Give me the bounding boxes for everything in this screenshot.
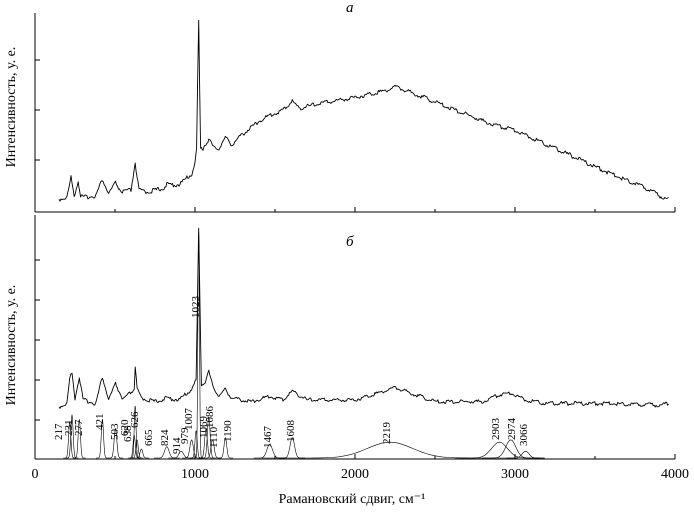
x-tick-label: 1000 <box>181 467 209 482</box>
peak-label: 2974 <box>506 418 518 441</box>
fitted-peak <box>107 427 124 459</box>
peak-label: 217 <box>53 423 65 440</box>
fitted-peak <box>506 450 545 459</box>
x-axis-label: Рамановский сдвиг, см⁻¹ <box>279 492 426 507</box>
peak-label: 824 <box>159 429 171 446</box>
panel-a-label: а <box>346 0 354 16</box>
panel-a: а Интенсивность, у. е. <box>4 0 676 213</box>
panel-b-x-ticks <box>34 454 676 459</box>
fitted-peak <box>130 439 144 459</box>
panel-b-spectrum-line <box>58 227 669 409</box>
peak-label: 421 <box>94 414 106 431</box>
panel-b-ylabel: Интенсивность, у. е. <box>4 285 19 406</box>
x-tick-label: 0 <box>32 467 39 482</box>
peak-label: 231 <box>63 420 75 437</box>
peak-label: 1190 <box>222 420 234 442</box>
peak-label: 620 <box>119 419 131 436</box>
peak-label: 2219 <box>381 422 393 445</box>
x-tick-labels: 0 1000 2000 3000 4000 <box>32 467 690 482</box>
panel-a-spectrum-line <box>58 19 669 202</box>
panel-a-x-ticks <box>34 207 676 212</box>
panel-b-fitted-peaks <box>63 231 545 459</box>
x-tick-label: 3000 <box>501 467 529 482</box>
peak-label: 626 <box>129 411 141 428</box>
peak-label: 1110 <box>208 426 220 448</box>
fitted-peak <box>133 448 150 459</box>
peak-label: 638 <box>122 425 134 442</box>
peak-label: 1608 <box>285 420 297 443</box>
peak-label: 665 <box>143 429 155 446</box>
peak-label: 3066 <box>518 424 530 447</box>
fitted-peak <box>96 418 109 459</box>
peak-label: 2903 <box>490 418 502 441</box>
peak-label: 1069 <box>198 416 210 439</box>
fitted-peak <box>198 427 214 459</box>
fitted-peak <box>482 439 540 459</box>
fitted-peak <box>182 439 202 459</box>
peak-label: 1023 <box>190 296 202 319</box>
fitted-peak <box>217 437 234 459</box>
peak-label: 1007 <box>183 408 195 431</box>
fitted-peak <box>65 414 79 459</box>
panel-b: б Интенсивность, у. е. 0 1000 2000 3000 4000… <box>4 215 689 507</box>
peak-label: 1086 <box>204 406 216 429</box>
peak-label: 1467 <box>262 426 274 449</box>
panel-a-ylabel: Интенсивность, у. е. <box>4 47 19 168</box>
fitted-peak <box>72 418 86 459</box>
panel-b-y-ticks <box>35 259 40 421</box>
peak-label: 277 <box>73 419 85 436</box>
panel-a-y-ticks <box>35 59 40 161</box>
peak-label: 914 <box>171 437 183 454</box>
x-tick-label: 4000 <box>661 467 689 482</box>
panel-b-label: б <box>346 234 354 250</box>
peak-label: 979 <box>179 427 191 444</box>
peak-label: 503 <box>109 423 121 440</box>
x-tick-label: 2000 <box>341 467 369 482</box>
